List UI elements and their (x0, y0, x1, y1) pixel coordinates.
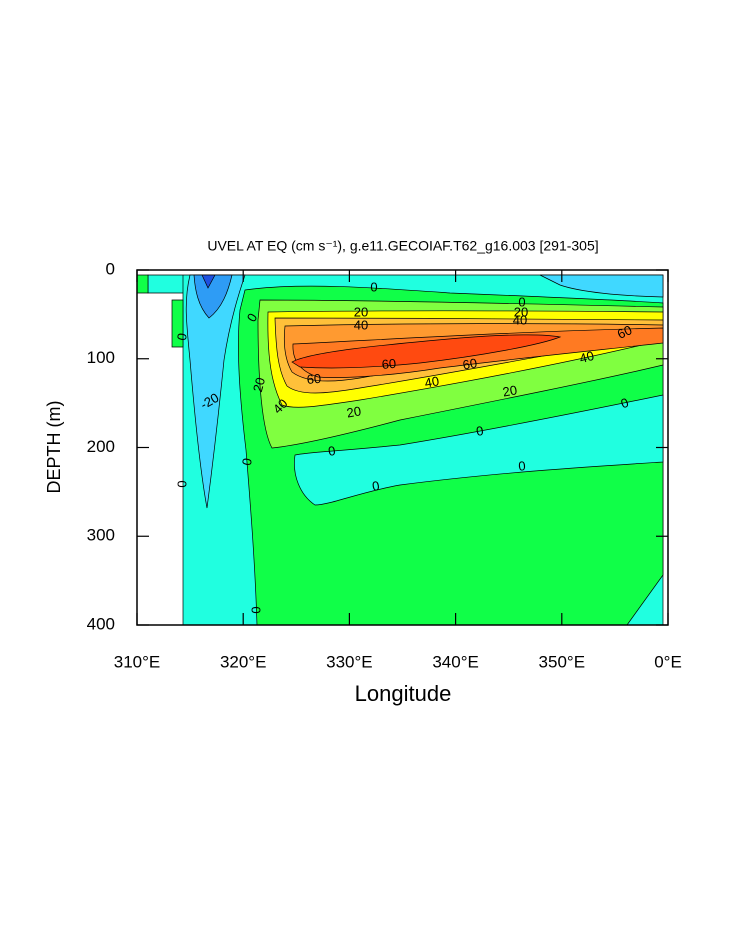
contour-label: 0 (327, 443, 337, 459)
contour-label: 60 (306, 371, 322, 387)
contour-label: 40 (578, 348, 596, 366)
contour-label: 20 (501, 382, 518, 399)
contour-label: 40 (513, 312, 527, 327)
x-axis-label: Longitude (355, 681, 452, 706)
contour-label: 20 (345, 403, 362, 420)
contour-label: 60 (381, 356, 397, 372)
contour-label: 0 (239, 457, 255, 467)
chart-title: UVEL AT EQ (cm s⁻¹), g.e11.GECOIAF.T62_g… (207, 238, 598, 254)
contour-label: 40 (423, 373, 440, 390)
contour-band (294, 394, 664, 506)
x-tick-label: 320°E (220, 652, 267, 671)
contour-band (201, 274, 216, 289)
contour-label: 20 (250, 376, 268, 394)
contour-label: 60 (615, 322, 634, 342)
contour-fills (136, 274, 664, 626)
contour-label: 20 (514, 304, 528, 319)
contour-band (291, 334, 562, 369)
axes: 310°E 320°E 330°E 340°E 350°E 0°E010020030040… (87, 259, 682, 671)
x-tick-label: 330°E (326, 652, 373, 671)
contour-label: 60 (461, 355, 478, 372)
x-tick-label: 0°E (654, 652, 682, 671)
contour-label: 0 (174, 332, 190, 342)
x-tick-label: 340°E (432, 652, 479, 671)
contour-label: 0 (619, 395, 631, 412)
y-tick-label: 0 (106, 259, 115, 278)
y-axis-label: DEPTH (m) (44, 401, 64, 494)
contour-label: 0 (174, 480, 189, 487)
contour-label: 0 (518, 458, 527, 474)
y-tick-label: 400 (87, 614, 115, 633)
contour-label: 40 (354, 317, 368, 332)
contour-label: 0 (371, 478, 381, 494)
x-tick-label: 310°E (114, 652, 161, 671)
contour-label: 0 (248, 606, 263, 613)
y-tick-label: 300 (87, 526, 115, 545)
contour-band (193, 274, 233, 319)
contour-label: 20 (354, 304, 368, 319)
contour-label: 0 (518, 294, 525, 309)
contour-label: 0 (370, 279, 377, 294)
contour-label: 0 (475, 423, 485, 439)
contour-band (185, 274, 664, 509)
y-tick-label: 200 (87, 437, 115, 456)
y-tick-label: 100 (87, 348, 115, 367)
x-tick-label: 350°E (539, 652, 586, 671)
